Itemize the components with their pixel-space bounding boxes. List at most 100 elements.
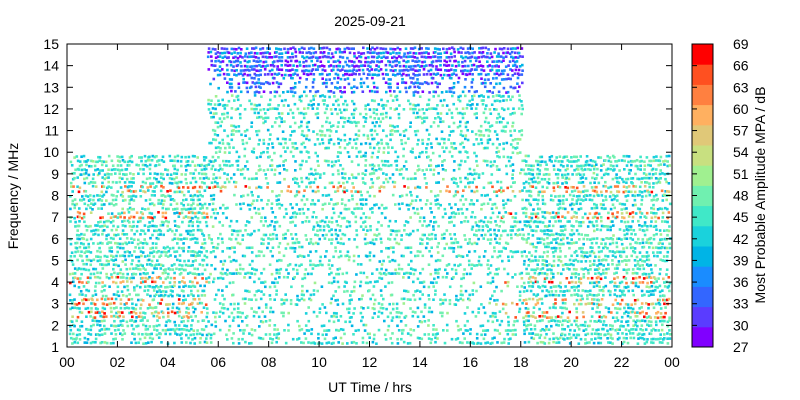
data-point [428,91,431,94]
data-point [488,198,492,201]
data-point [112,259,115,262]
data-point [355,64,358,68]
data-point [484,81,487,85]
data-point [489,164,493,168]
data-point [441,302,445,305]
data-point [273,298,276,301]
data-point [375,228,379,231]
data-point [364,142,368,145]
data-point [392,250,395,254]
data-point [479,130,483,133]
data-point [461,47,465,50]
data-point [259,168,262,171]
data-point [396,86,399,89]
data-point [441,168,445,171]
data-point [368,216,371,220]
data-point [269,310,272,314]
data-point [493,202,497,206]
data-point [134,319,138,323]
data-point [98,320,101,323]
data-point [255,290,258,293]
data-point [289,59,293,63]
data-point [141,216,145,220]
data-point [291,130,294,133]
data-point [196,211,200,215]
data-point [440,130,444,133]
data-point [88,164,91,168]
data-point [297,125,301,129]
data-point [443,137,446,141]
data-point [189,229,193,233]
data-point [236,271,240,275]
data-point [259,86,262,89]
data-point [412,206,415,210]
data-point [182,203,185,207]
data-point [155,251,159,254]
data-point [298,254,302,257]
data-point [371,181,375,185]
data-point [382,185,386,189]
data-point [321,99,325,102]
data-point [409,65,413,68]
data-point [254,74,258,77]
data-point [121,280,125,283]
data-point [341,328,345,332]
data-point [192,294,195,297]
data-point [511,255,514,259]
data-point [345,207,348,211]
data-point [239,207,243,211]
data-point [311,242,315,246]
data-point [159,302,162,305]
data-point [271,281,274,284]
data-point [359,150,362,154]
data-point [226,246,229,250]
data-point [497,73,501,77]
data-point [148,275,151,279]
data-point [143,232,147,236]
data-point [142,311,145,315]
data-point [397,116,401,120]
data-point [174,255,177,258]
data-point [329,129,333,133]
data-point [367,56,370,59]
data-point [477,142,480,146]
data-point [144,159,148,163]
data-point [414,290,417,293]
data-point [348,141,351,145]
data-point [348,69,352,73]
data-point [378,260,382,263]
data-point [243,328,246,332]
data-point [350,298,353,302]
data-point [214,315,217,319]
data-point [93,316,97,319]
data-point [464,94,467,98]
data-point [380,303,384,306]
data-point [421,224,424,227]
data-point [509,212,513,215]
data-point [119,186,123,189]
data-point [404,314,408,318]
data-point [319,263,322,266]
data-point [76,268,79,272]
data-point [310,332,313,336]
data-point [121,190,124,194]
data-point [284,63,287,67]
data-point [253,329,257,332]
data-point [203,168,206,171]
data-point [133,289,136,292]
data-point [369,146,372,149]
data-point [275,268,278,272]
data-point [249,271,252,275]
data-point [423,219,426,223]
data-point [236,107,240,111]
data-point [196,198,200,202]
data-point [253,280,256,284]
data-point [400,139,403,142]
data-point [168,181,172,185]
data-point [73,306,76,310]
data-point [488,64,491,67]
data-point [244,289,247,293]
data-point [164,286,167,289]
data-point [230,86,234,89]
data-point [406,342,410,345]
